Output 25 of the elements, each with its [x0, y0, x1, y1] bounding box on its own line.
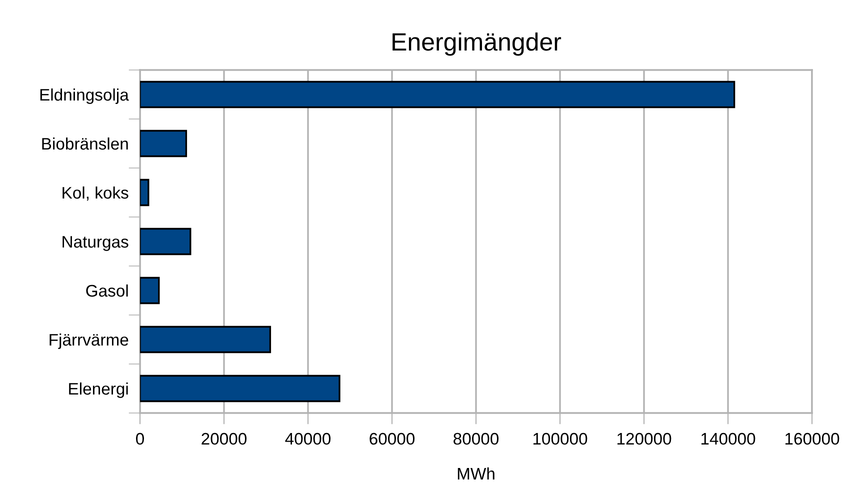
y-tick-label: Gasol [86, 284, 128, 297]
y-tick-label: Naturgas [62, 236, 128, 251]
x-tick-label: 140000 [701, 432, 756, 445]
x-tick-label: 80000 [454, 432, 499, 445]
x-tick-label: 40000 [285, 432, 331, 445]
x-tick-label: 100000 [533, 432, 588, 445]
x-tick-label: 20000 [202, 432, 247, 445]
y-tick-label: Biobränslen [42, 137, 128, 150]
y-tick-label: Fjärrvärme [50, 333, 128, 349]
x-axis-title: MWh [458, 467, 494, 480]
bar [140, 228, 192, 256]
y-tick-label: Elenergi [69, 382, 128, 398]
bar [140, 178, 150, 206]
x-tick-label: 160000 [785, 432, 840, 445]
chart-title: Energimängder [392, 32, 562, 56]
bar [140, 130, 188, 158]
x-tick-label: 120000 [617, 432, 672, 445]
bar [140, 326, 272, 354]
bar [140, 80, 736, 108]
y-tick-label: Eldningsolja [40, 88, 129, 104]
bar [140, 374, 340, 402]
bar [140, 276, 160, 304]
x-tick-label: 0 [136, 432, 144, 445]
y-tick-label: Kol, koks [62, 186, 128, 201]
x-tick-label: 60000 [370, 432, 415, 445]
